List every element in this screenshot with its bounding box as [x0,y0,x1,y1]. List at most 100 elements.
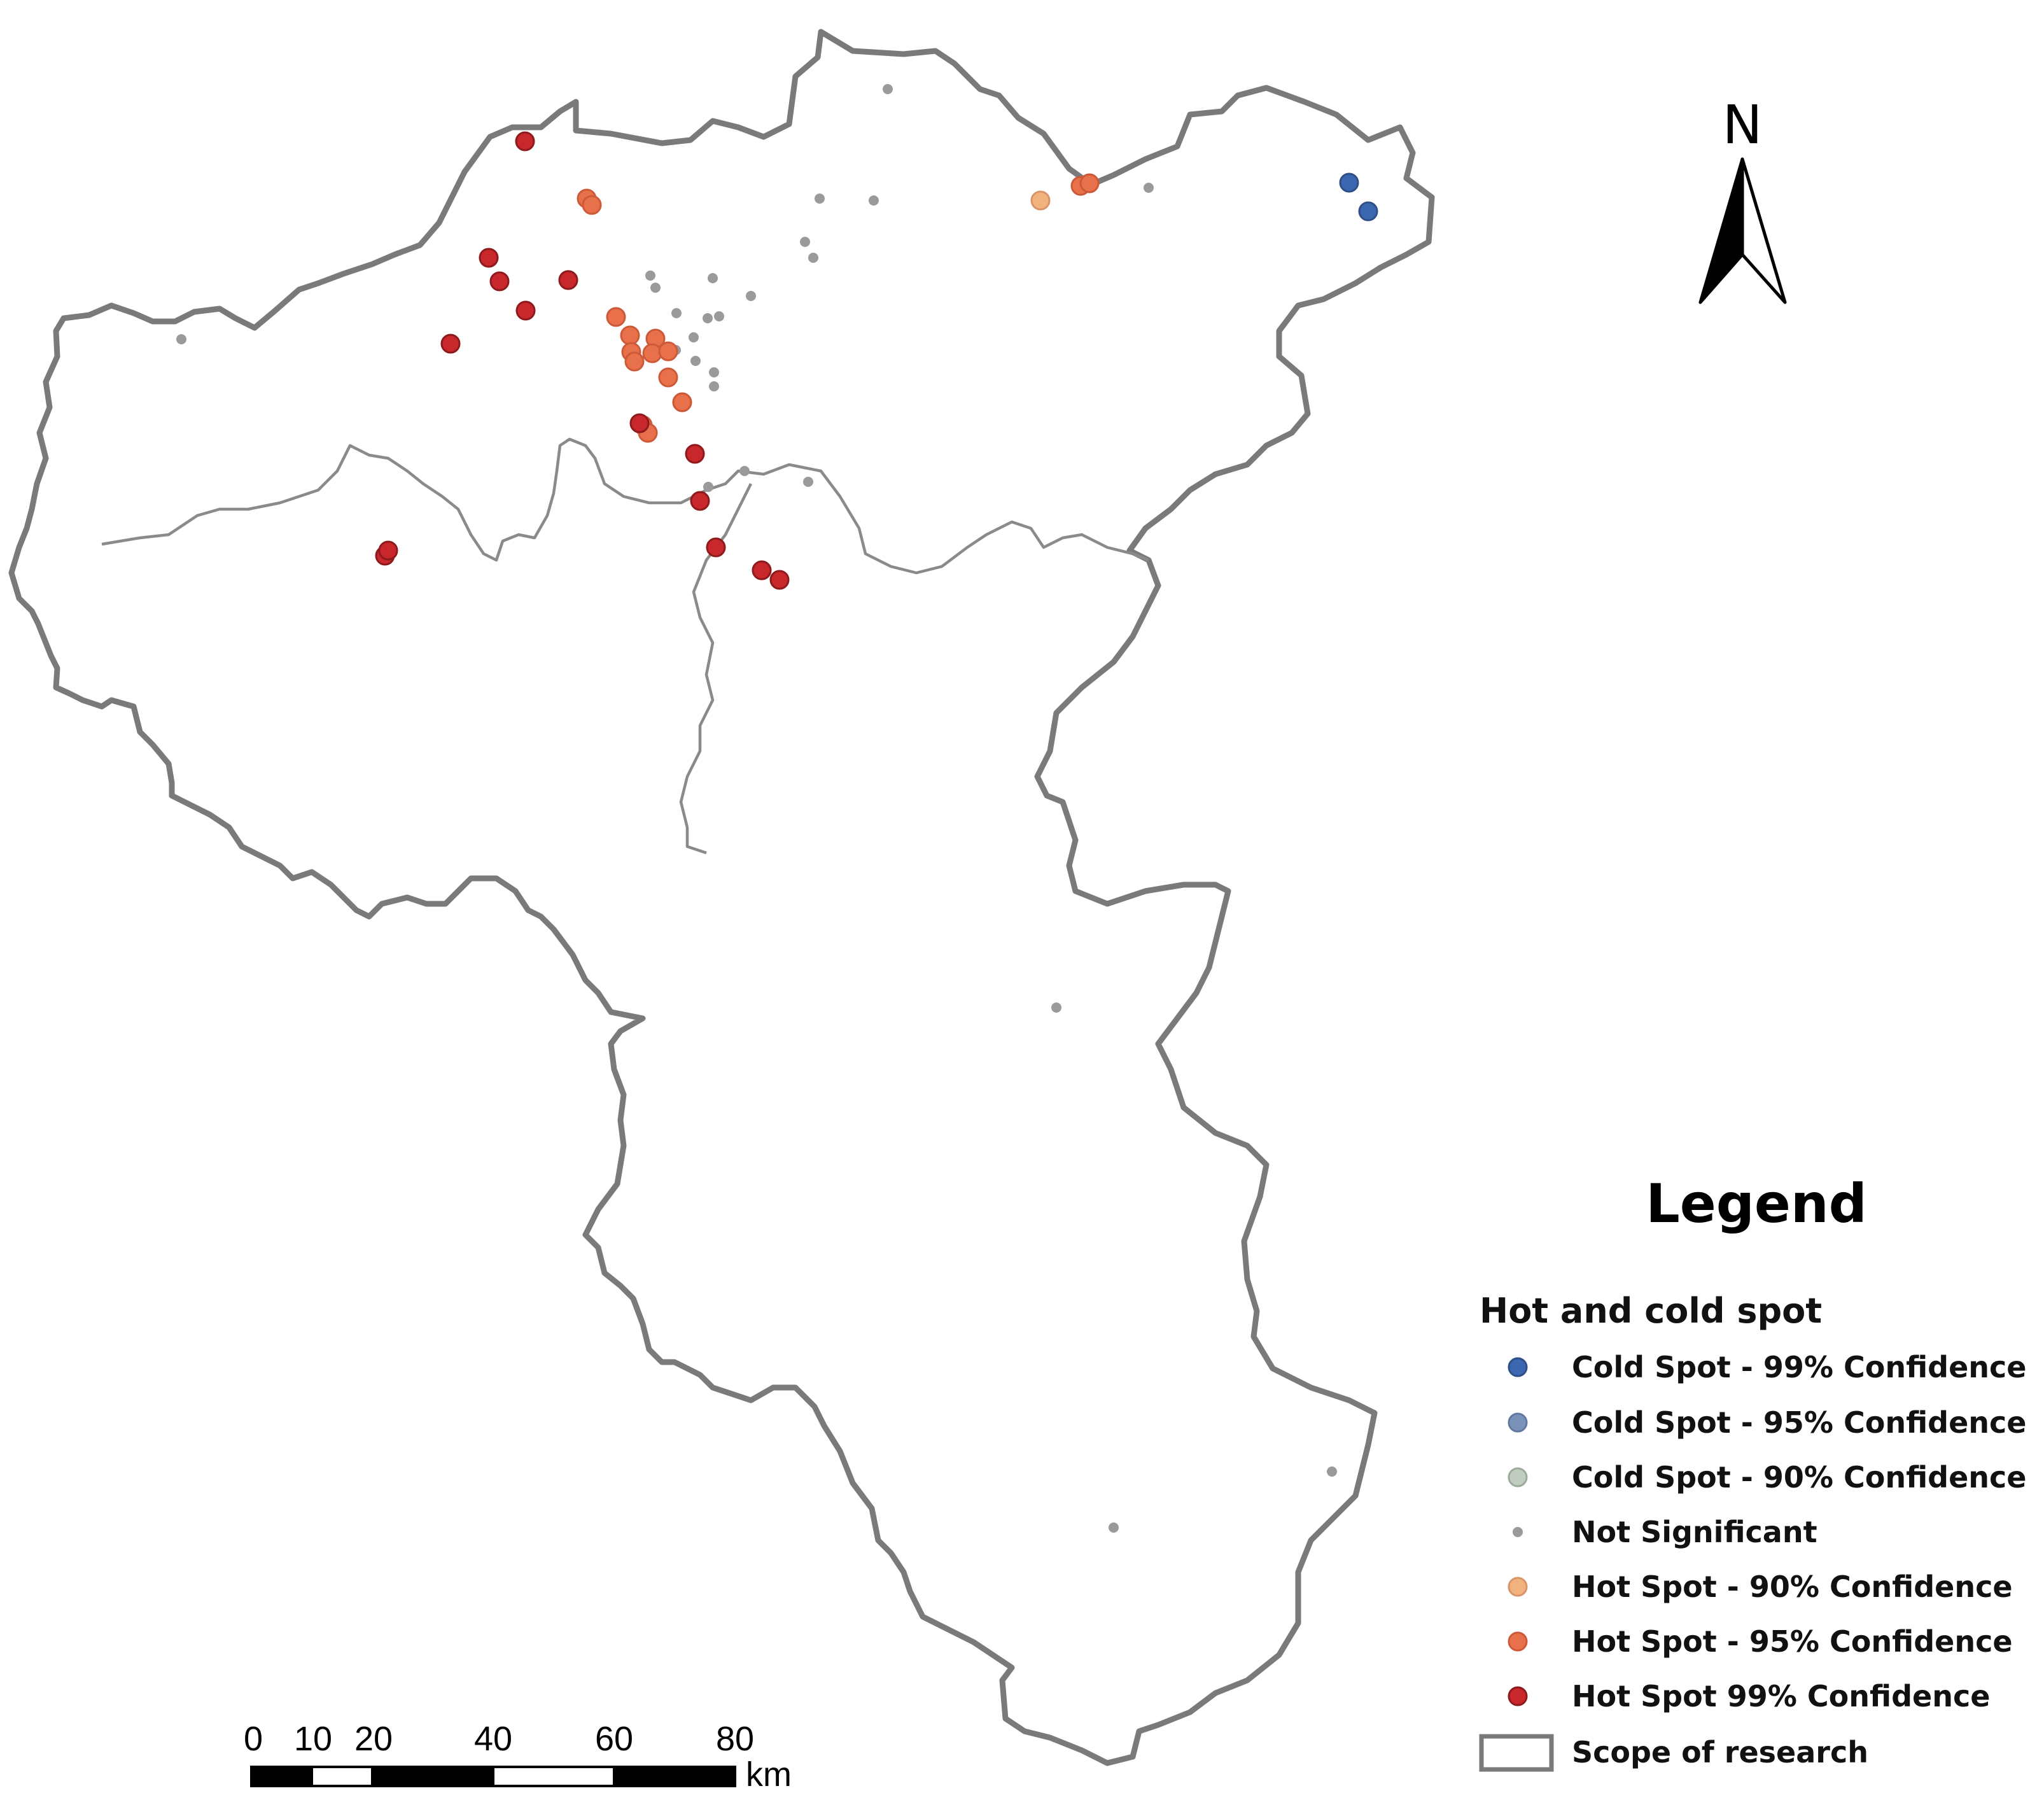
scale-bar-segment-60-80 [613,1766,736,1787]
not-significant-point [176,334,186,344]
not-significant-point [671,308,682,318]
cold-spot-99-point [1358,201,1378,221]
not-significant-point [703,482,713,492]
hot-spot-99-point [769,570,790,590]
hot-spot-99-point [752,560,772,580]
scale-bar-segment-40-60 [492,1766,615,1787]
legend-label-cold-99: Cold Spot - 99% Confidence [1572,1350,2027,1384]
not-significant-point [645,271,655,281]
legend-item-not-significant: Not Significant [1513,1515,1817,1549]
scale-tick-60: 60 [595,1720,633,1758]
hot-spot-99-point [706,537,726,558]
legend-symbol-hot-90 [1508,1577,1528,1597]
scale-tick-0: 0 [244,1720,263,1758]
hot-spot-99-point [629,413,650,433]
legend-item-scope: Scope of research [1479,1734,1868,1772]
legend-symbol-cold-95 [1508,1412,1528,1433]
hot-spot-95-point [624,351,645,372]
legend-symbol-cold-90 [1508,1467,1528,1487]
not-significant-point [1144,183,1154,193]
legend-symbol-hot-99 [1508,1686,1528,1706]
legend-item-hot-99: Hot Spot 99% Confidence [1508,1679,1990,1713]
legend-label-cold-90: Cold Spot - 90% Confidence [1572,1460,2027,1494]
scale-tick-20: 20 [354,1720,393,1758]
study-area-boundary [8,29,1435,1766]
hot-spot-95-point [582,195,602,215]
hot-spot-95-point [606,307,626,327]
not-significant-point [1109,1522,1119,1533]
scale-tick-40: 40 [474,1720,512,1758]
hot-spot-95-point [672,392,692,412]
legend-symbol-not-significant [1513,1527,1523,1537]
hot-spot-95-point [620,325,640,346]
legend-symbol-scope-box [1479,1734,1554,1772]
north-arrow-dark-half [1698,157,1744,304]
not-significant-point [709,367,719,377]
scale-bar-segment-20-40 [371,1766,494,1787]
not-significant-point [709,381,719,391]
not-significant-point [689,332,699,342]
hot-spot-99-points [375,131,790,590]
legend-label-scope: Scope of research [1572,1735,1868,1769]
hot-spot-95-points [577,173,1100,443]
legend: Legend Hot and cold spot Cold Spot - 99%… [1479,1172,2027,1772]
not-significant-point [703,313,713,323]
not-significant-point [808,253,818,263]
not-significant-point [708,273,718,283]
hot-spot-90-points [1030,190,1051,211]
not-significant-point [746,291,756,301]
legend-symbol-hot-95 [1508,1631,1528,1652]
not-significant-point [883,84,893,94]
legend-label-hot-90: Hot Spot - 90% Confidence [1572,1570,2013,1604]
not-significant-point [1051,1002,1061,1013]
scale-tick-10: 10 [294,1720,332,1758]
north-arrow: N [1698,94,1787,304]
not-significant-point [739,466,750,476]
legend-title: Legend [1646,1172,1867,1235]
legend-subtitle: Hot and cold spot [1480,1291,1822,1331]
hot-spot-99-point [440,334,461,354]
legend-label-cold-95: Cold Spot - 95% Confidence [1572,1405,2027,1440]
hot-spot-95-point [1079,173,1100,193]
legend-item-hot-90: Hot Spot - 90% Confidence [1508,1570,2013,1604]
hot-spot-95-point [658,367,678,388]
hot-spot-99-point [558,270,578,290]
not-significant-points [176,84,1337,1533]
not-significant-point [1327,1466,1337,1477]
hot-spot-90-point [1030,190,1051,211]
scale-unit: km [746,1755,792,1794]
not-significant-point [714,311,724,321]
legend-label-hot-99: Hot Spot 99% Confidence [1572,1679,1990,1713]
not-significant-point [869,195,879,206]
north-label: N [1723,94,1763,156]
legend-item-cold-95: Cold Spot - 95% Confidence [1508,1405,2027,1440]
hot-spot-99-point [378,540,398,561]
not-significant-point [650,283,661,293]
scale-tick-80: 80 [716,1720,754,1758]
legend-item-hot-95: Hot Spot - 95% Confidence [1508,1624,2013,1659]
hot-spot-99-point [479,248,499,268]
legend-label-not-significant: Not Significant [1572,1515,1817,1549]
hot-spot-99-point [489,271,510,292]
hot-spot-99-point [515,300,536,321]
not-significant-point [815,193,825,204]
not-significant-point [690,356,701,366]
scale-bar-segment-0-10 [250,1766,313,1787]
hot-spot-99-point [685,444,705,464]
cold-spot-99-point [1339,172,1359,193]
not-significant-point [803,477,813,487]
scale-bar: 0 10 20 40 60 80 km [244,1720,792,1794]
legend-label-hot-95: Hot Spot - 95% Confidence [1572,1624,2013,1659]
cold-spot-99-points [1339,172,1378,221]
legend-symbol-cold-99 [1508,1357,1528,1377]
internal-boundary-west [101,437,1149,575]
hot-spot-99-point [515,131,535,151]
scale-bar-segment-10-20 [311,1766,374,1787]
not-significant-point [800,237,810,247]
hot-spot-95-point [658,341,678,362]
legend-item-cold-90: Cold Spot - 90% Confidence [1508,1460,2027,1494]
legend-item-cold-99: Cold Spot - 99% Confidence [1508,1350,2027,1384]
hot-spot-99-point [690,491,710,511]
north-arrow-light-half [1740,157,1787,304]
